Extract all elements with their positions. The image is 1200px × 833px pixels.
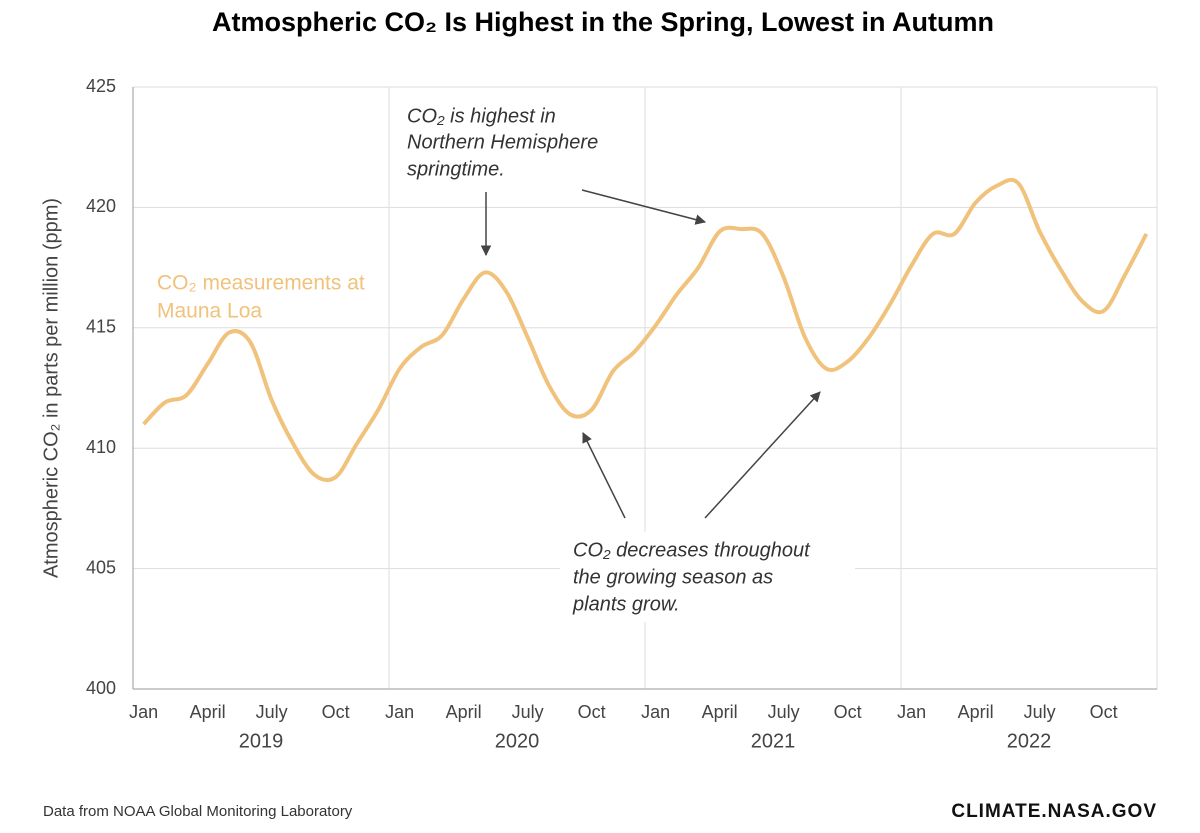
x-tick-label: Jan [385,702,414,722]
x-tick-label: April [190,702,226,722]
annotation: CO₂ decreases throughout [573,539,811,561]
x-tick-label: Oct [1090,702,1118,722]
x-tick-label: Oct [578,702,606,722]
x-tick-label: Jan [641,702,670,722]
x-tick-label: April [702,702,738,722]
x-tick-label: July [1024,702,1056,722]
annotation: Northern Hemisphere [407,131,598,153]
arrow [582,432,626,519]
source: Data from NOAA Global Monitoring Laborat… [43,803,353,820]
arrow [704,391,821,519]
credit: CLIMATE.NASA.GOV [951,801,1157,822]
arrow [581,189,707,225]
series-label: Mauna Loa [157,300,262,323]
x-tick-label: Oct [834,702,862,722]
year-label: 2019 [239,730,284,752]
x-tick-label: July [512,702,544,722]
y-tick-label: 405 [86,557,116,577]
series-label: CO₂ measurements at [157,272,365,295]
annotation-box [560,532,855,622]
y-tick-label: 400 [86,678,116,698]
annotation: the growing season as [573,566,773,588]
x-tick-label: April [446,702,482,722]
y-axis-label: Atmospheric CO₂ in parts per million (pp… [40,198,62,578]
annotation: CO₂ is highest in [407,105,556,127]
year-label: 2022 [1007,730,1052,752]
annotation: plants grow. [572,593,680,615]
year-label: 2021 [751,730,796,752]
x-tick-label: Jan [129,702,158,722]
annotation: springtime. [407,158,505,180]
y-tick-label: 425 [86,76,116,96]
x-tick-label: July [768,702,800,722]
x-tick-label: April [958,702,994,722]
chart-title: Atmospheric CO₂ Is Highest in the Spring… [212,7,994,37]
data-line [142,177,1149,483]
y-tick-label: 415 [86,317,116,337]
x-tick-label: Jan [897,702,926,722]
y-tick-label: 420 [86,196,116,216]
year-label: 2020 [495,730,540,752]
y-tick-label: 410 [86,437,116,457]
x-tick-label: July [256,702,288,722]
x-tick-label: Oct [322,702,350,722]
